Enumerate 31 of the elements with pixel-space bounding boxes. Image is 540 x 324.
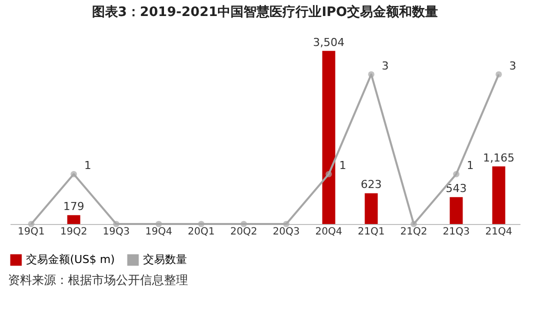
legend-label: 交易数量 — [143, 253, 187, 266]
x-tick-label: 21Q1 — [358, 226, 385, 238]
x-tick-label: 20Q1 — [188, 226, 215, 238]
bar — [450, 197, 463, 224]
x-tick-label: 19Q4 — [145, 226, 172, 238]
data-label: 543 — [446, 182, 467, 196]
x-tick-label: 21Q2 — [400, 226, 428, 238]
bar — [492, 166, 506, 224]
x-tick-label: 20Q3 — [272, 226, 300, 238]
legend-label: 交易金额(US$ m) — [26, 253, 115, 266]
data-label: 179 — [63, 200, 84, 214]
data-label: 1 — [84, 159, 92, 172]
x-tick-label: 21Q3 — [442, 226, 470, 238]
chart-title: 图表3：2019-2021中国智慧医疗行业IPO交易金额和数量 — [92, 4, 438, 20]
x-tick-label: 19Q1 — [18, 226, 45, 238]
bar — [322, 50, 336, 224]
x-tick-label: 20Q2 — [230, 226, 258, 238]
data-label: 3 — [509, 59, 516, 72]
data-label: 1,165 — [483, 151, 514, 164]
data-label: 623 — [360, 178, 382, 192]
x-tick-label: 21Q4 — [485, 226, 512, 238]
bar — [67, 215, 80, 224]
x-tick-label: 20Q4 — [315, 226, 342, 238]
x-tick-label: 19Q3 — [102, 226, 130, 238]
data-label: 1 — [466, 159, 474, 172]
x-tick-label: 19Q2 — [60, 226, 88, 238]
text: 资料来源：根据市场公开信息整理 — [7, 272, 189, 289]
data-label: 3 — [382, 59, 389, 72]
data-label: 1 — [339, 159, 346, 172]
bar — [364, 193, 378, 224]
data-label: 3,504 — [313, 36, 344, 49]
